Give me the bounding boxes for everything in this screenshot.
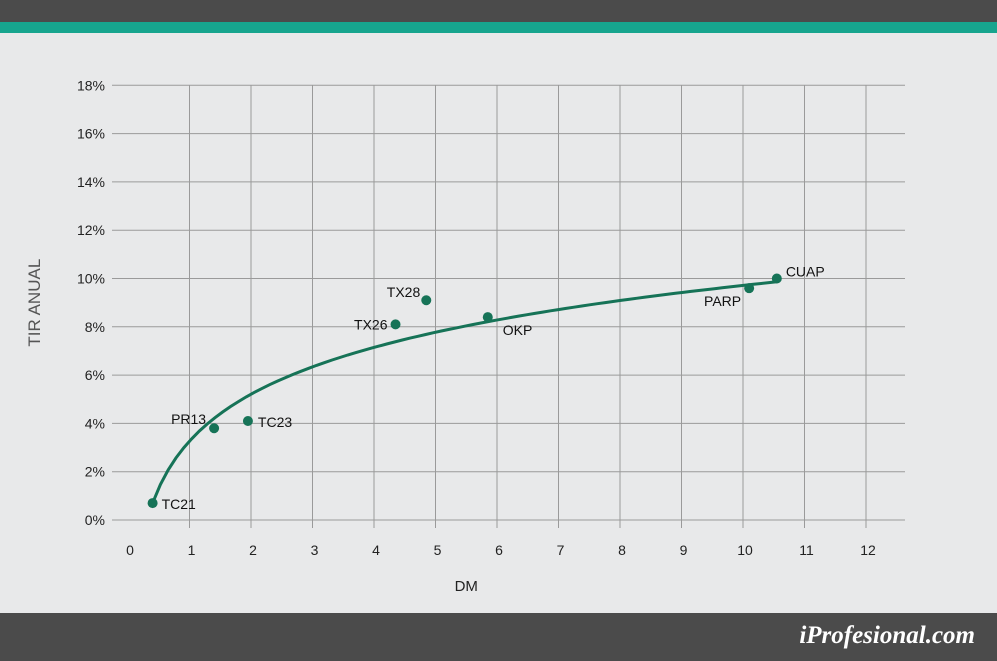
x-tick-label: 4: [372, 542, 380, 558]
x-tick-label: 5: [434, 542, 442, 558]
data-point: [147, 498, 158, 509]
x-tick-label: 10: [737, 542, 753, 558]
y-tick-label: 10%: [77, 271, 105, 287]
x-tick-label: 12: [860, 542, 876, 558]
y-tick-label: 4%: [85, 415, 105, 431]
data-point: [421, 295, 432, 306]
x-tick-label: 3: [311, 542, 319, 558]
x-tick-label: 2: [249, 542, 257, 558]
point-label: TX26: [354, 316, 388, 332]
y-tick-label: 2%: [85, 464, 105, 480]
data-point: [482, 312, 493, 323]
data-point: [744, 283, 755, 294]
data-point: [390, 319, 401, 330]
y-tick-label: 14%: [77, 174, 105, 190]
data-point: [209, 423, 220, 434]
x-tick-label: 9: [680, 542, 688, 558]
scatter-chart: 0%2%4%6%8%10%12%14%16%18%0 1 2 3 4 5 6 7 8 9 10 11 1…: [25, 77, 905, 595]
data-point: [771, 273, 782, 284]
y-tick-label: 6%: [85, 367, 105, 383]
data-point: [242, 415, 253, 426]
point-label: PR13: [171, 411, 206, 427]
y-tick-label: 18%: [77, 77, 105, 93]
point-label: CUAP: [786, 264, 825, 280]
footer-bar: [0, 613, 997, 661]
point-label: TX28: [387, 284, 421, 300]
x-tick-label: 11: [799, 542, 814, 558]
point-label: TC21: [162, 496, 196, 512]
x-tick-label: 1: [188, 542, 196, 558]
x-tick-label: 7: [557, 542, 565, 558]
trend-curve: [151, 280, 779, 505]
y-tick-label: 0%: [85, 512, 105, 528]
point-label: OKP: [503, 322, 533, 338]
y-tick-label: 16%: [77, 126, 105, 142]
y-tick-label: 12%: [77, 222, 105, 238]
x-tick-label: 8: [618, 542, 626, 558]
top-bar: [0, 0, 997, 22]
x-tick-label: 6: [495, 542, 503, 558]
point-label: PARP: [704, 293, 741, 309]
accent-bar: [0, 22, 997, 33]
y-tick-label: 8%: [85, 319, 105, 335]
brand-logo: iProfesional.com: [799, 622, 975, 649]
x-axis-title: DM: [455, 578, 478, 595]
point-label: TC23: [258, 414, 292, 430]
x-tick-label: 0: [126, 542, 134, 558]
y-axis-title: TIR ANUAL: [25, 259, 44, 347]
